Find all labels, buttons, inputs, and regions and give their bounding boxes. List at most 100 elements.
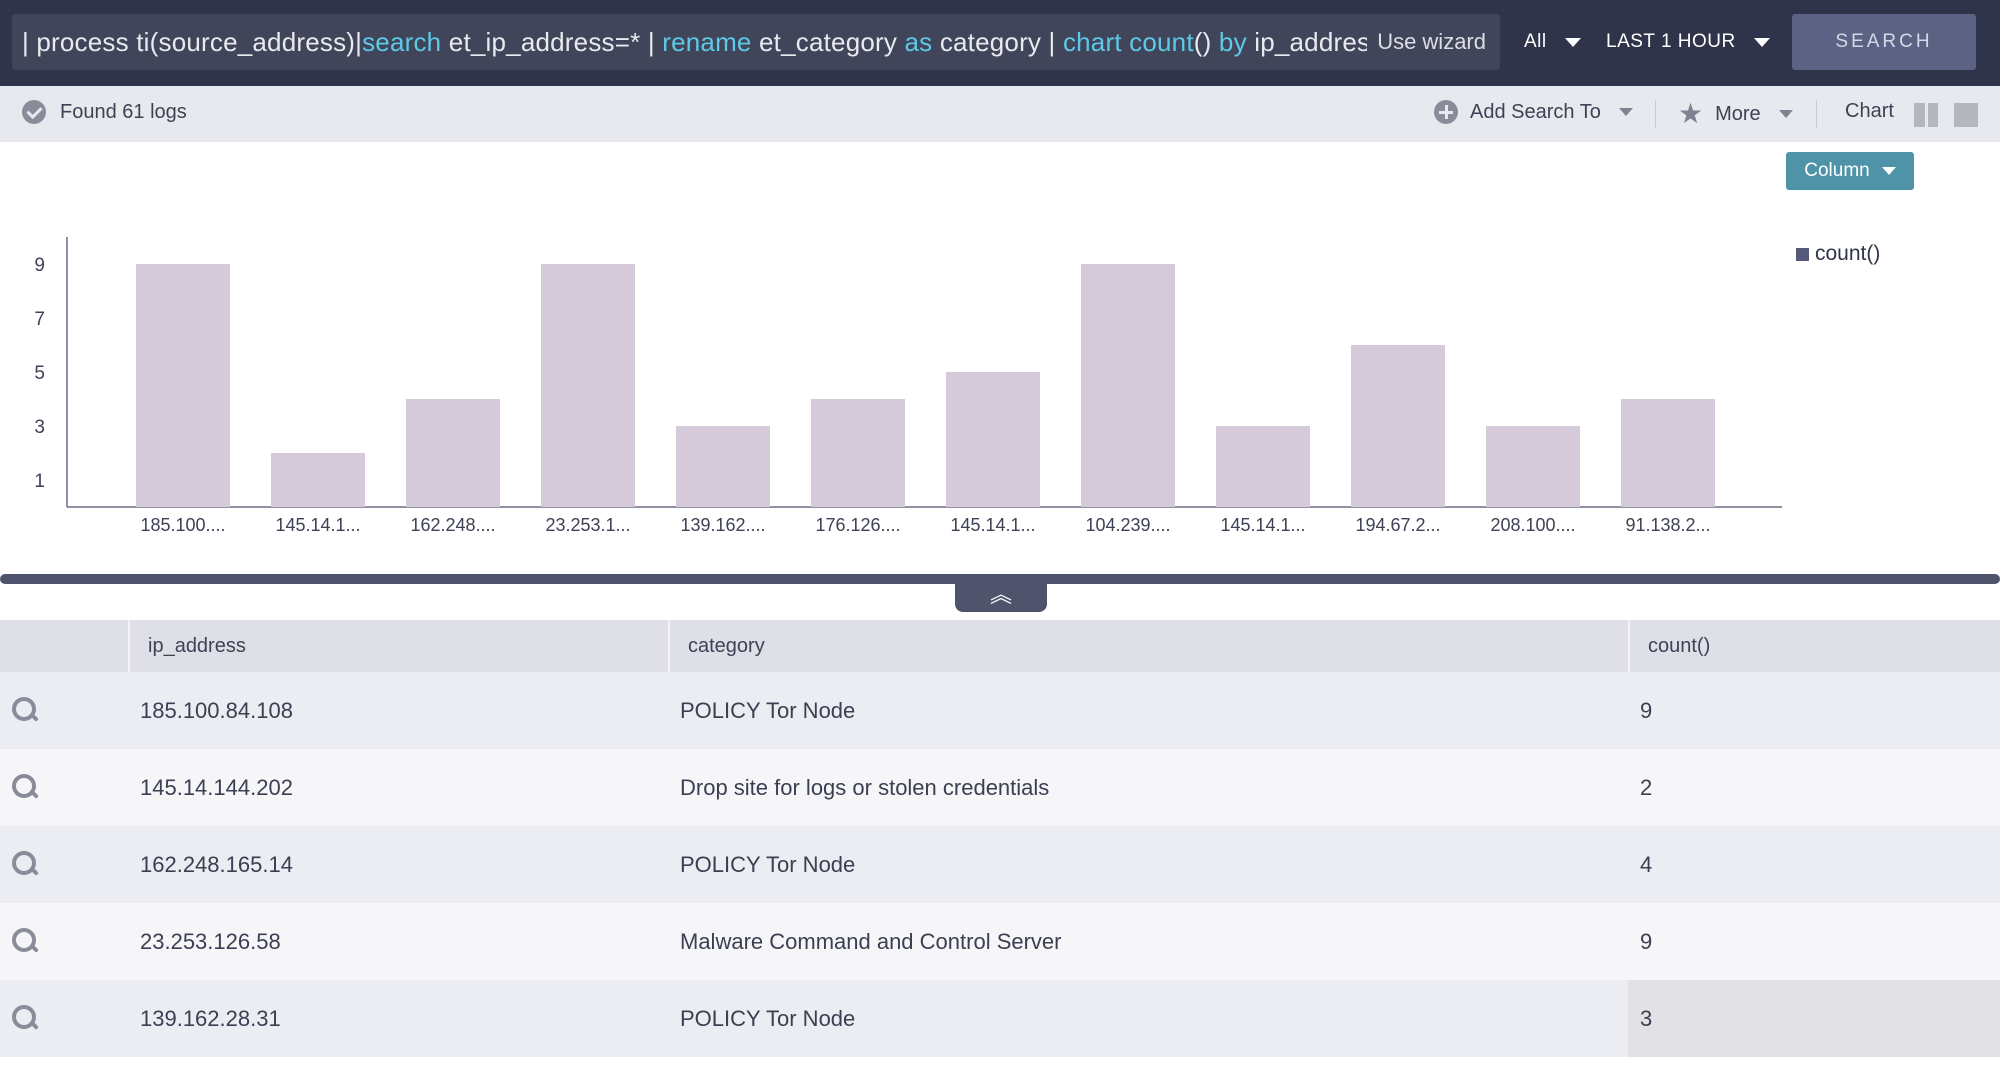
search-button[interactable]: SEARCH xyxy=(1792,14,1976,70)
query-segment: category | xyxy=(932,26,1063,57)
chevron-down-icon xyxy=(1618,108,1633,116)
magnifier-icon xyxy=(12,1004,40,1033)
cell-category: POLICY Tor Node xyxy=(680,1005,856,1031)
x-tick-label: 139.162.... xyxy=(680,515,765,535)
chart-type-label: Column xyxy=(1804,160,1870,181)
legend-label: count() xyxy=(1815,242,1881,265)
row-search-button[interactable] xyxy=(0,672,128,749)
row-search-button[interactable] xyxy=(0,749,128,826)
table-row[interactable]: 145.14.144.202 Drop site for logs or stol… xyxy=(0,749,2000,826)
add-search-to-button[interactable]: Add Search To xyxy=(1434,100,1633,124)
y-tick-label: 7 xyxy=(34,309,45,330)
cell-ip-address: 139.162.28.31 xyxy=(140,1005,281,1031)
query-keyword: rename xyxy=(662,26,752,57)
table-row[interactable]: 162.248.165.14 POLICY Tor Node 4 xyxy=(0,826,2000,903)
x-tick-label: 185.100.... xyxy=(140,515,225,535)
repo-selector[interactable]: All xyxy=(1524,22,1581,62)
toolbar-divider xyxy=(1655,100,1656,128)
cell-count: 4 xyxy=(1640,851,1653,877)
query-keyword: chart count xyxy=(1062,26,1194,57)
table-row[interactable]: 23.253.126.58 Malware Command and Control… xyxy=(0,903,2000,980)
row-search-button[interactable] xyxy=(0,826,128,903)
legend-swatch xyxy=(1796,247,1809,261)
query-segment: et_ip_address=* | xyxy=(441,26,663,57)
repo-selector-label: All xyxy=(1524,31,1547,52)
double-chevron-up-icon: ︽ xyxy=(989,582,1012,607)
cell-category: POLICY Tor Node xyxy=(680,851,856,877)
x-tick-label: 104.239.... xyxy=(1085,515,1170,535)
x-tick-label: 194.67.2... xyxy=(1355,515,1440,535)
found-logs-label: Found 61 logs xyxy=(60,100,187,123)
more-label: More xyxy=(1715,102,1761,125)
cell-ip-address: 162.248.165.14 xyxy=(140,851,293,877)
magnifier-icon xyxy=(12,927,40,956)
chart-legend: count() xyxy=(1796,242,1880,266)
query-segment: | process ti(source_address)| xyxy=(22,26,363,57)
cell-ip-address: 185.100.84.108 xyxy=(140,697,293,723)
cell-ip-address: 145.14.144.202 xyxy=(140,774,293,800)
chevron-down-icon xyxy=(1564,37,1581,47)
chevron-down-icon xyxy=(1778,110,1793,118)
star-icon: ★ xyxy=(1678,98,1704,129)
found-logs-status: Found 61 logs xyxy=(22,100,187,124)
x-tick-label: 145.14.1... xyxy=(1220,515,1305,535)
toolbar-divider xyxy=(1816,100,1817,128)
more-button[interactable]: ★ More xyxy=(1678,100,1793,128)
x-tick-label: 145.14.1... xyxy=(950,515,1035,535)
chart-label-text: Chart xyxy=(1845,100,1894,122)
query-segment: et_category xyxy=(751,26,905,57)
table-header: ip_address category count() xyxy=(0,620,2000,672)
collapse-chart-button[interactable]: ︽ xyxy=(955,574,1047,612)
use-wizard-link[interactable]: Use wizard xyxy=(1377,29,1486,54)
cell-category: POLICY Tor Node xyxy=(680,697,856,723)
x-tick-label: 162.248.... xyxy=(410,515,495,535)
query-text[interactable]: | process ti(source_address)|search et_i… xyxy=(12,27,1367,58)
cell-ip-address: 23.253.126.58 xyxy=(140,928,281,954)
chart-label: Chart xyxy=(1845,100,1894,123)
query-keyword: search xyxy=(362,26,442,57)
magnifier-icon xyxy=(12,850,40,879)
query-input[interactable]: | process ti(source_address)|search et_i… xyxy=(12,14,1500,70)
cell-category: Malware Command and Control Server xyxy=(680,928,1062,954)
chart-bar xyxy=(676,426,770,507)
top-query-bar: | process ti(source_address)|search et_i… xyxy=(0,0,2000,86)
column-header-count[interactable]: count() xyxy=(1628,620,2000,672)
column-header-category[interactable]: category xyxy=(668,620,1628,672)
results-toolbar: Found 61 logs Add Search To ★ More Chart xyxy=(0,86,2000,142)
split-view-icon[interactable] xyxy=(1914,103,1938,127)
y-tick-label: 9 xyxy=(34,255,45,276)
chart-bar xyxy=(811,399,905,507)
cell-count: 9 xyxy=(1640,697,1653,723)
column-chart: 1 3 5 7 9 185.100.... 145.14.1... 162.248.... 23… xyxy=(34,237,1782,535)
x-tick-label: 176.126.... xyxy=(815,515,900,535)
x-tick-label: 91.138.2... xyxy=(1625,515,1710,535)
plus-circle-icon xyxy=(1434,100,1458,124)
chart-bar xyxy=(946,372,1040,507)
results-table: ip_address category count() 185.100.84.1… xyxy=(0,620,2000,1057)
y-tick-label: 5 xyxy=(34,363,45,384)
chart-bar xyxy=(1486,426,1580,507)
add-search-to-label: Add Search To xyxy=(1470,100,1601,123)
cell-count: 2 xyxy=(1640,774,1653,800)
table-row[interactable]: 185.100.84.108 POLICY Tor Node 9 xyxy=(0,672,2000,749)
query-segment: ip_address, category xyxy=(1254,26,1368,57)
query-segment: () xyxy=(1193,26,1219,57)
table-body: 185.100.84.108 POLICY Tor Node 9 145.14.144… xyxy=(0,672,2000,1057)
chart-panel: 1 3 5 7 9 185.100.... 145.14.1... 162.248.... 23… xyxy=(0,142,2000,570)
cell-category: Drop site for logs or stolen credentials xyxy=(680,774,1050,800)
time-range-selector[interactable]: LAST 1 HOUR xyxy=(1606,22,1770,62)
x-tick-label: 23.253.1... xyxy=(545,515,630,535)
column-header-ip-address[interactable]: ip_address xyxy=(128,620,668,672)
table-row[interactable]: 139.162.28.31 POLICY Tor Node 3 xyxy=(0,980,2000,1057)
table-header-spacer xyxy=(0,620,128,672)
chart-bar xyxy=(1081,264,1175,507)
row-search-button[interactable] xyxy=(0,903,128,980)
chart-bar xyxy=(1216,426,1310,507)
chart-type-dropdown[interactable]: Column xyxy=(1786,152,1914,190)
chevron-down-icon xyxy=(1881,167,1896,175)
row-search-button[interactable] xyxy=(0,980,128,1057)
full-view-icon[interactable] xyxy=(1954,103,1978,127)
chevron-down-icon xyxy=(1753,37,1770,47)
y-tick-label: 3 xyxy=(34,417,45,438)
cell-count: 3 xyxy=(1628,980,2000,1057)
